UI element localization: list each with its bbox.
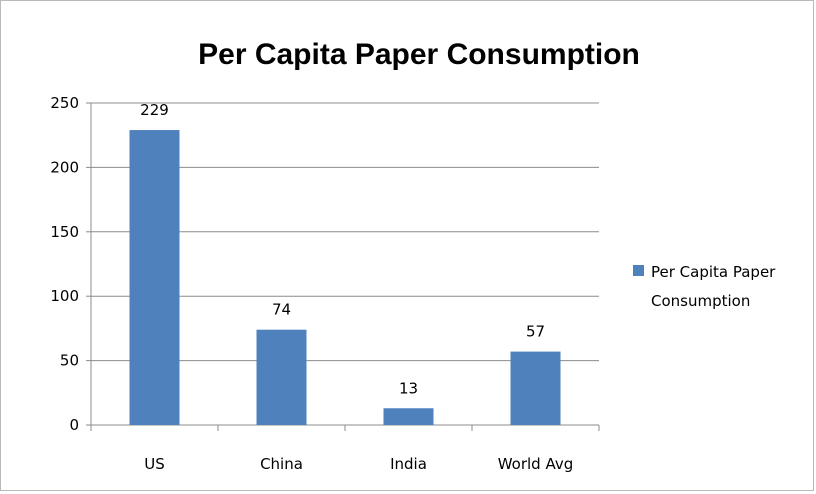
y-tick-label: 250: [50, 94, 79, 112]
legend: Per Capita Paper Consumption: [633, 263, 776, 310]
x-tick-label: US: [144, 455, 165, 473]
legend-label-line-2: Consumption: [651, 292, 750, 310]
legend-label-line-1: Per Capita Paper: [651, 263, 776, 281]
bar: [256, 329, 307, 425]
data-label: 57: [526, 323, 545, 341]
bar: [383, 408, 434, 425]
data-label: 74: [272, 301, 291, 319]
legend-swatch: [633, 265, 644, 276]
x-tick-label: India: [390, 455, 427, 473]
axes: 0 50 100 150 200 250 US China India World Avg: [50, 94, 600, 473]
bars: [129, 130, 561, 425]
data-labels: 229 74 13 57: [140, 101, 545, 397]
data-label: 229: [140, 101, 169, 119]
data-label: 13: [399, 379, 418, 397]
y-tick-label: 200: [50, 158, 79, 176]
x-tick-label: World Avg: [498, 455, 574, 473]
y-tick-label: 100: [50, 287, 79, 305]
y-tick-label: 150: [50, 223, 79, 241]
bar: [129, 130, 180, 425]
bar: [510, 351, 561, 425]
x-tick-label: China: [260, 455, 303, 473]
chart-title: Per Capita Paper Consumption: [198, 38, 640, 71]
y-tick-label: 50: [60, 352, 79, 370]
y-tick-label: 0: [69, 416, 79, 434]
